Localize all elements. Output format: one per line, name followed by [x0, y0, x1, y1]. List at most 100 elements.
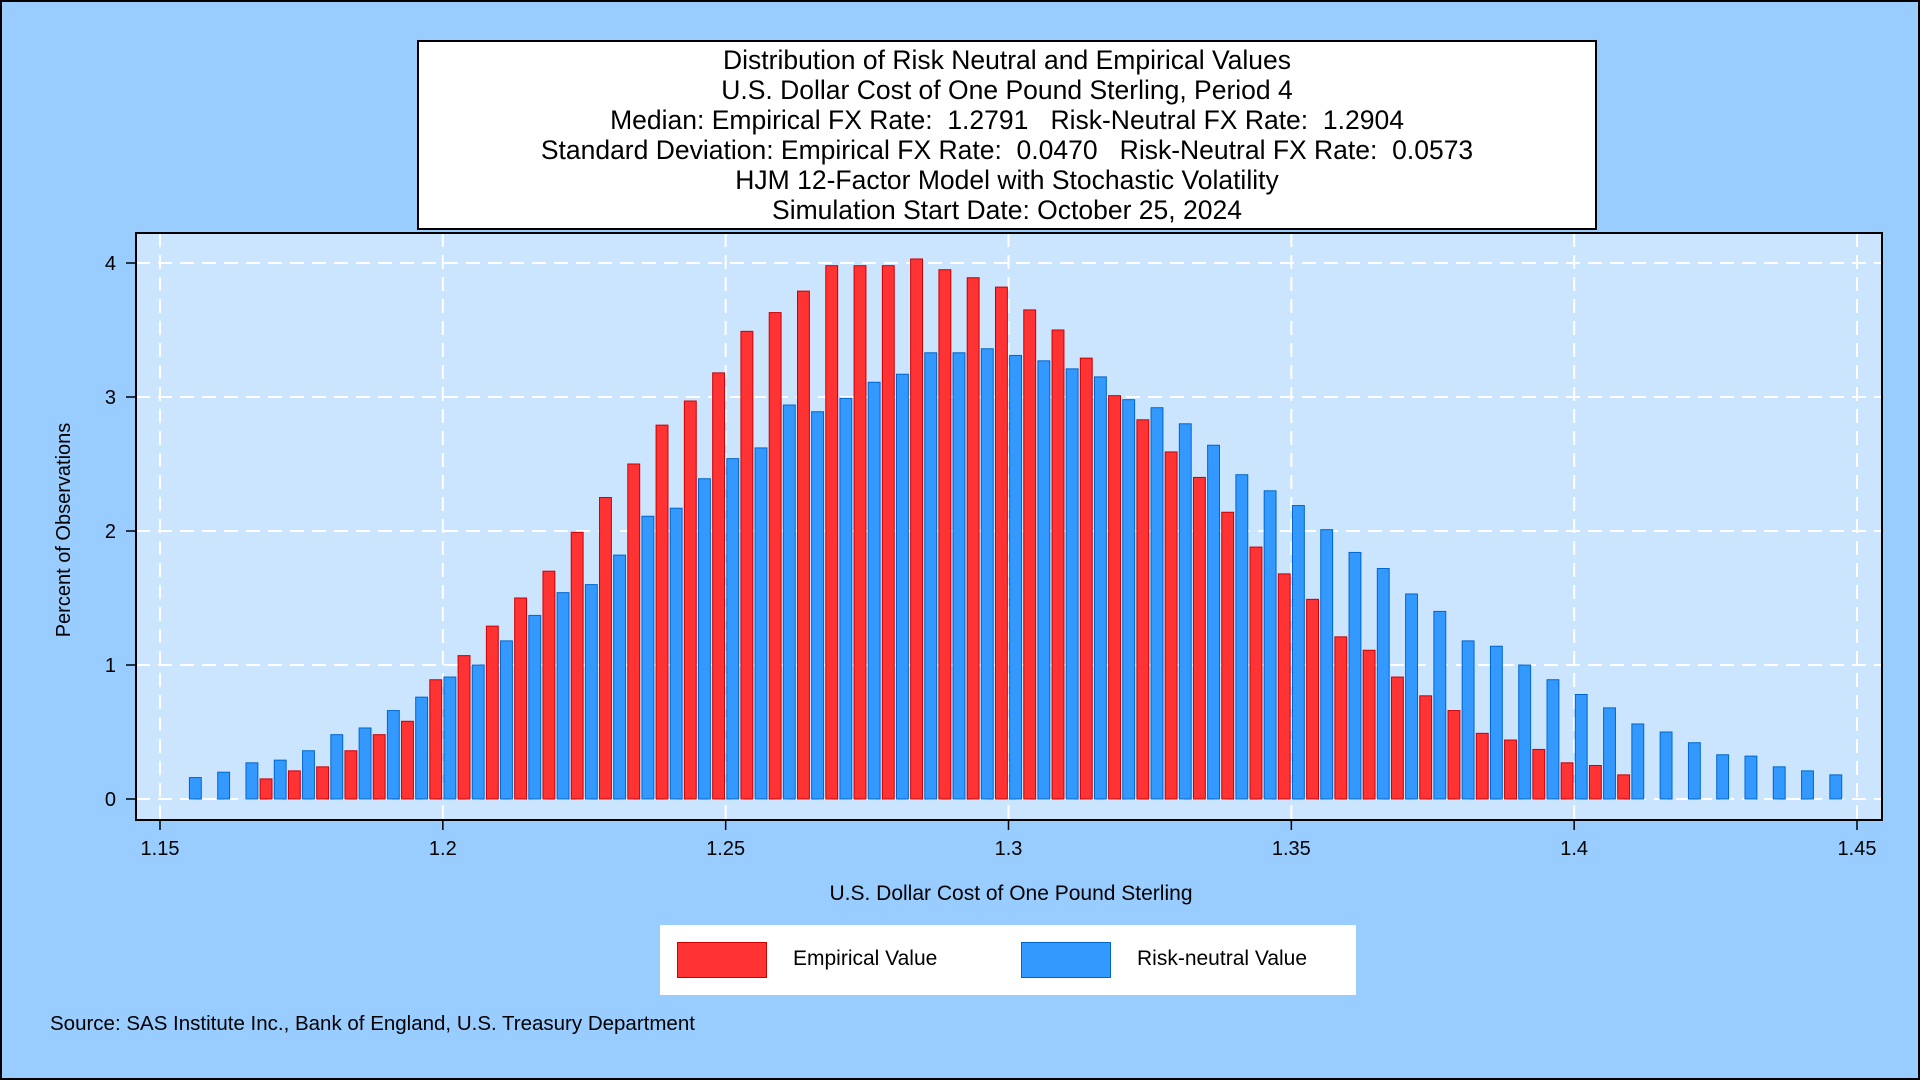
bar-risk-neutral-12	[528, 614, 542, 800]
bar-empirical-23	[853, 265, 867, 800]
bar-empirical-34	[1164, 451, 1178, 800]
bar-risk-neutral-50	[1603, 707, 1616, 800]
bar-risk-neutral-51	[1631, 723, 1645, 800]
bar-empirical-43	[1419, 695, 1433, 800]
bar-empirical-19	[740, 330, 754, 800]
bar-risk-neutral-28	[980, 348, 994, 800]
bar-risk-neutral-31	[1065, 368, 1079, 800]
bar-risk-neutral-41	[1348, 551, 1362, 800]
bar-empirical-8	[429, 679, 443, 800]
bar-empirical-24	[881, 265, 895, 800]
bar-empirical-33	[1136, 419, 1150, 800]
source-note: Source: SAS Institute Inc., Bank of Engl…	[50, 1012, 695, 1035]
bar-empirical-44	[1447, 710, 1461, 800]
bar-empirical-13	[570, 531, 584, 800]
bar-risk-neutral-53	[1687, 742, 1701, 800]
bar-empirical-25	[910, 258, 924, 800]
bar-risk-neutral-9	[443, 676, 457, 800]
bar-risk-neutral-27	[952, 352, 966, 800]
legend: Empirical Value Risk-neutral Value	[660, 925, 1356, 995]
bar-empirical-14	[599, 497, 612, 800]
bar-empirical-22	[825, 265, 839, 800]
legend-swatch-risk-neutral	[1021, 942, 1111, 978]
std-dev-line: Standard Deviation: Empirical FX Rate: 0…	[540, 135, 1474, 165]
bar-risk-neutral-24	[867, 381, 881, 800]
bar-empirical-28	[994, 286, 1008, 800]
bar-empirical-5	[344, 750, 358, 800]
bar-empirical-11	[514, 597, 528, 800]
y-tick-label-1: 1	[105, 655, 116, 677]
bar-empirical-15	[627, 463, 641, 800]
legend-label-empirical: Empirical Value	[793, 947, 938, 970]
bar-risk-neutral-14	[584, 584, 598, 800]
x-tick-label-3: 1.3	[995, 838, 1023, 860]
bar-risk-neutral-21	[782, 404, 796, 800]
bar-empirical-4	[316, 766, 330, 800]
chart-title: Distribution of Risk Neutral and Empiric…	[722, 45, 1292, 75]
bar-risk-neutral-17	[669, 507, 683, 800]
x-tick-label-6: 1.45	[1838, 838, 1877, 860]
bar-risk-neutral-23	[839, 397, 853, 800]
bar-risk-neutral-30	[1037, 360, 1051, 800]
bar-risk-neutral-45	[1461, 640, 1475, 800]
series-empirical	[259, 258, 1631, 800]
bar-risk-neutral-39	[1291, 505, 1305, 800]
bar-risk-neutral-57	[1801, 770, 1814, 800]
bar-risk-neutral-48	[1546, 679, 1560, 800]
bar-risk-neutral-52	[1659, 731, 1673, 800]
bar-risk-neutral-2	[245, 762, 259, 800]
series-risk-neutral	[188, 348, 1843, 800]
x-axis-label: U.S. Dollar Cost of One Pound Sterling	[829, 882, 1192, 905]
bar-risk-neutral-56	[1772, 766, 1786, 800]
bar-empirical-50	[1617, 774, 1631, 800]
bar-risk-neutral-20	[754, 447, 768, 800]
bar-risk-neutral-36	[1207, 444, 1220, 800]
bar-risk-neutral-18	[698, 478, 711, 800]
bar-risk-neutral-35	[1178, 423, 1192, 800]
bar-risk-neutral-0	[188, 777, 202, 800]
bar-risk-neutral-32	[1093, 376, 1107, 800]
x-tick-label-4: 1.35	[1272, 838, 1311, 860]
x-tick-label-2: 1.25	[706, 838, 745, 860]
y-tick-label-2: 2	[105, 521, 116, 543]
bar-empirical-42	[1390, 676, 1404, 800]
bar-empirical-31	[1079, 357, 1093, 800]
bar-risk-neutral-4	[302, 750, 315, 800]
bar-empirical-40	[1334, 636, 1348, 800]
bar-empirical-9	[457, 655, 471, 800]
bar-empirical-6	[372, 734, 386, 800]
y-tick-label-4: 4	[105, 253, 116, 275]
bar-empirical-20	[768, 312, 782, 800]
bar-empirical-21	[797, 290, 810, 800]
bar-risk-neutral-40	[1320, 529, 1334, 800]
bar-risk-neutral-42	[1376, 568, 1390, 800]
x-tick-label-1: 1.2	[429, 838, 457, 860]
chart-subtitle: U.S. Dollar Cost of One Pound Sterling, …	[721, 75, 1293, 105]
bar-risk-neutral-33	[1122, 399, 1136, 800]
y-tick-label-0: 0	[105, 789, 116, 811]
bar-empirical-17	[683, 400, 697, 800]
bar-risk-neutral-3	[273, 759, 287, 800]
bar-empirical-49	[1588, 765, 1602, 800]
legend-swatch-empirical	[677, 942, 767, 978]
bar-risk-neutral-1	[217, 771, 231, 800]
bar-risk-neutral-15	[613, 554, 627, 800]
x-tick-label-5: 1.4	[1560, 838, 1588, 860]
bar-risk-neutral-34	[1150, 407, 1164, 800]
bar-empirical-18	[712, 372, 726, 800]
bar-risk-neutral-37	[1235, 474, 1249, 800]
bar-empirical-39	[1306, 598, 1319, 800]
median-line: Median: Empirical FX Rate: 1.2791 Risk-N…	[610, 105, 1404, 135]
start-date-line: Simulation Start Date: October 25, 2024	[772, 195, 1242, 225]
bar-risk-neutral-49	[1574, 693, 1588, 800]
bar-risk-neutral-47	[1518, 664, 1532, 800]
bar-risk-neutral-29	[1009, 354, 1023, 800]
bar-risk-neutral-6	[358, 727, 372, 800]
bar-empirical-48	[1560, 762, 1574, 800]
bar-empirical-35	[1192, 476, 1206, 800]
bar-empirical-12	[542, 570, 556, 800]
bar-empirical-26	[938, 269, 952, 800]
bar-empirical-16	[655, 424, 669, 800]
bar-empirical-37	[1249, 546, 1263, 800]
bar-risk-neutral-55	[1744, 755, 1758, 800]
